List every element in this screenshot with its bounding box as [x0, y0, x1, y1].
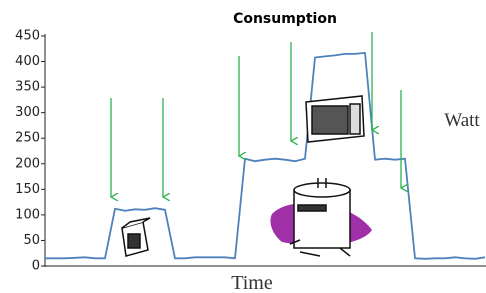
y-tick-label: 150	[15, 182, 40, 197]
y-tick-label: 100	[15, 207, 40, 222]
chart-title: Consumption	[233, 11, 337, 27]
chart: Consumption Watt Time 0 50 100 150 200 250 300…	[0, 0, 486, 293]
y-tick-label: 200	[15, 156, 40, 171]
microwave-icon	[306, 96, 364, 142]
y-tick-label: 250	[15, 131, 40, 146]
x-axis-label: Time	[231, 272, 273, 293]
water-heater-icon	[270, 178, 372, 256]
plot: 0 50 100 150 200 250 300 350 400 450	[15, 29, 485, 274]
y-tick-label: 350	[15, 80, 40, 95]
y-tick-label: 450	[15, 29, 40, 44]
washing-machine-icon	[122, 218, 150, 256]
y-tick-label: 400	[15, 54, 40, 69]
y-tick-label: 50	[23, 233, 40, 248]
y-axis-label: Watt	[444, 110, 480, 131]
y-tick-label: 0	[32, 259, 40, 274]
page: {"chart_data": {"type": "line", "title":…	[0, 0, 486, 293]
y-tick-label: 300	[15, 105, 40, 120]
